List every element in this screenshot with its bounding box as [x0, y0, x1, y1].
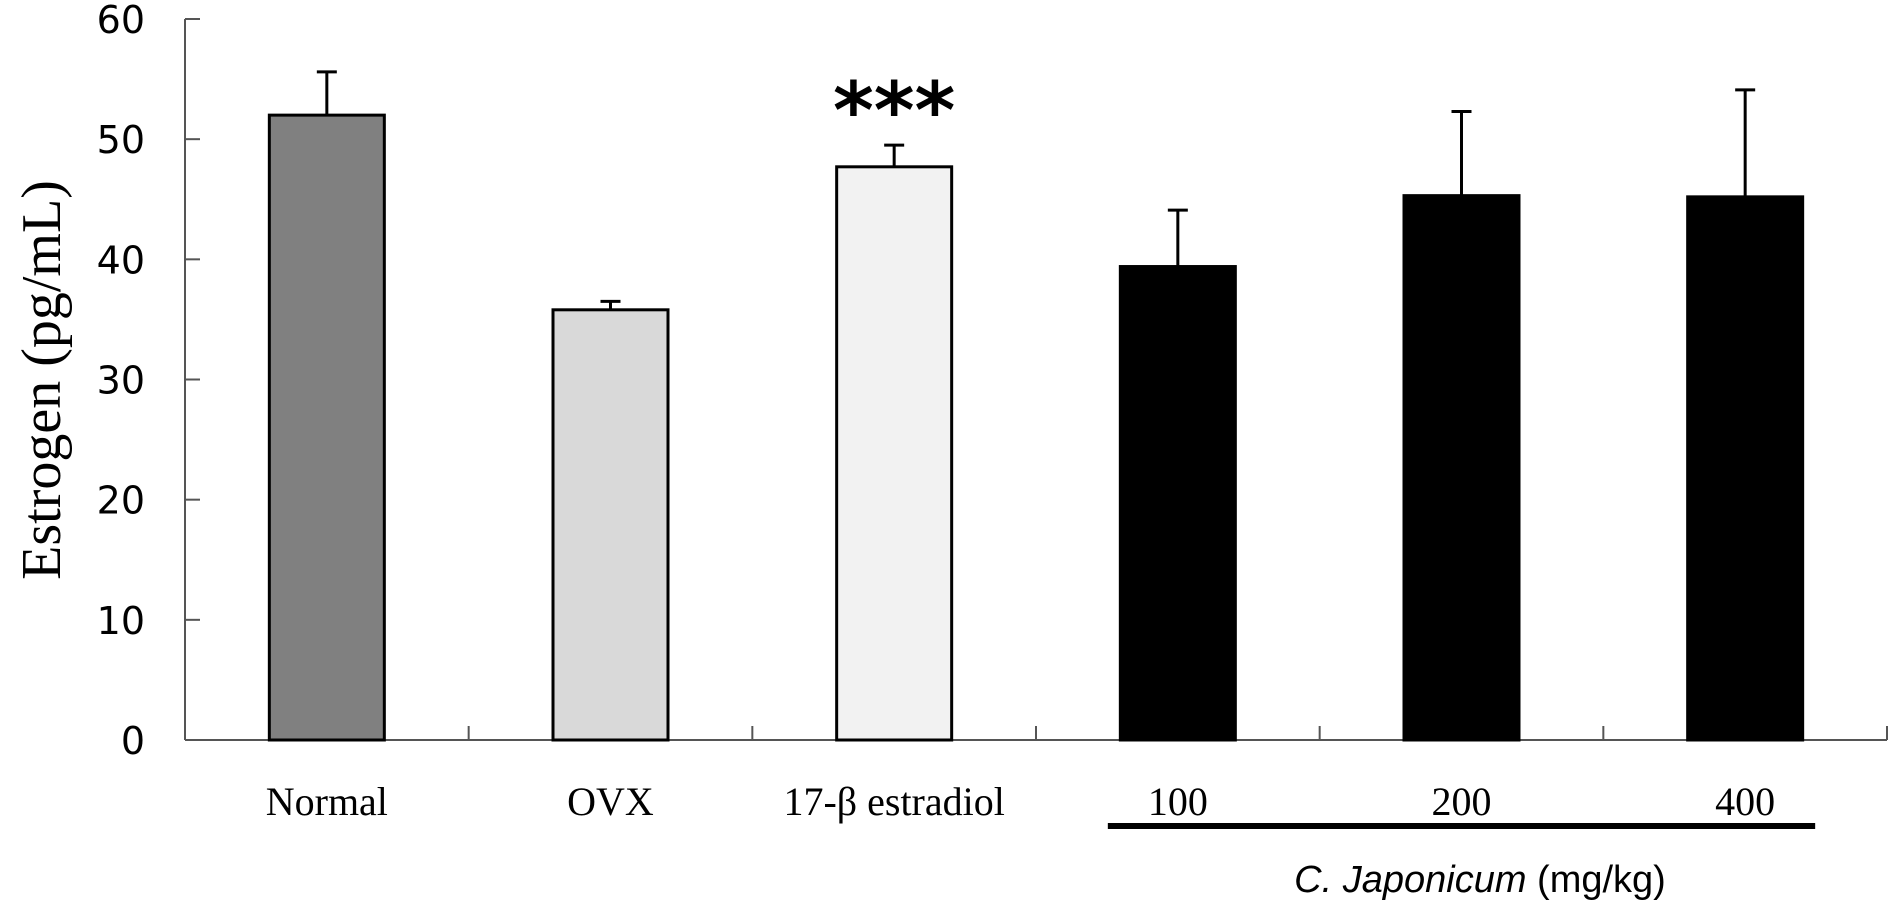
bar — [1402, 194, 1521, 742]
labels: Normal OVX 17-β estradiol 100 200 400 *** — [266, 67, 1816, 829]
significance-annotation: *** — [833, 67, 955, 157]
bar-group — [835, 143, 954, 742]
y-tick-label: 10 — [97, 599, 145, 643]
bar-group — [1118, 208, 1237, 742]
bar — [1118, 265, 1237, 742]
category-label: 17-β estradiol — [783, 779, 1004, 824]
species-name: C. Japonicum — [1294, 859, 1526, 901]
category-label: 400 — [1715, 779, 1775, 824]
bar-group — [1402, 110, 1521, 742]
category-label: 200 — [1432, 779, 1492, 824]
x-axis — [185, 726, 1888, 741]
category-label: 100 — [1148, 779, 1208, 824]
y-tick-label: 50 — [97, 118, 145, 162]
bar-group — [551, 299, 670, 742]
category-label: OVX — [567, 779, 654, 824]
bar-group — [1686, 88, 1805, 742]
y-tick-label: 20 — [97, 479, 145, 523]
dose-unit: (mg/kg) — [1526, 859, 1665, 901]
bars — [267, 70, 1805, 742]
bar — [551, 308, 670, 742]
y-axis-label: Estrogen (pg/mL) — [11, 180, 73, 580]
bar — [267, 113, 386, 742]
y-tick-label: 60 — [97, 0, 145, 42]
y-tick-label: 40 — [97, 238, 145, 282]
category-label: Normal — [266, 779, 388, 824]
bar-group — [267, 70, 386, 742]
y-tick-label: 0 — [121, 719, 145, 763]
y-tick-label: 30 — [97, 359, 145, 403]
x-axis-group-label: C. Japonicum (mg/kg) — [1294, 859, 1666, 901]
bar — [1686, 195, 1805, 742]
y-axis: 0 10 20 30 40 50 60 — [97, 0, 200, 763]
bar — [835, 165, 954, 742]
